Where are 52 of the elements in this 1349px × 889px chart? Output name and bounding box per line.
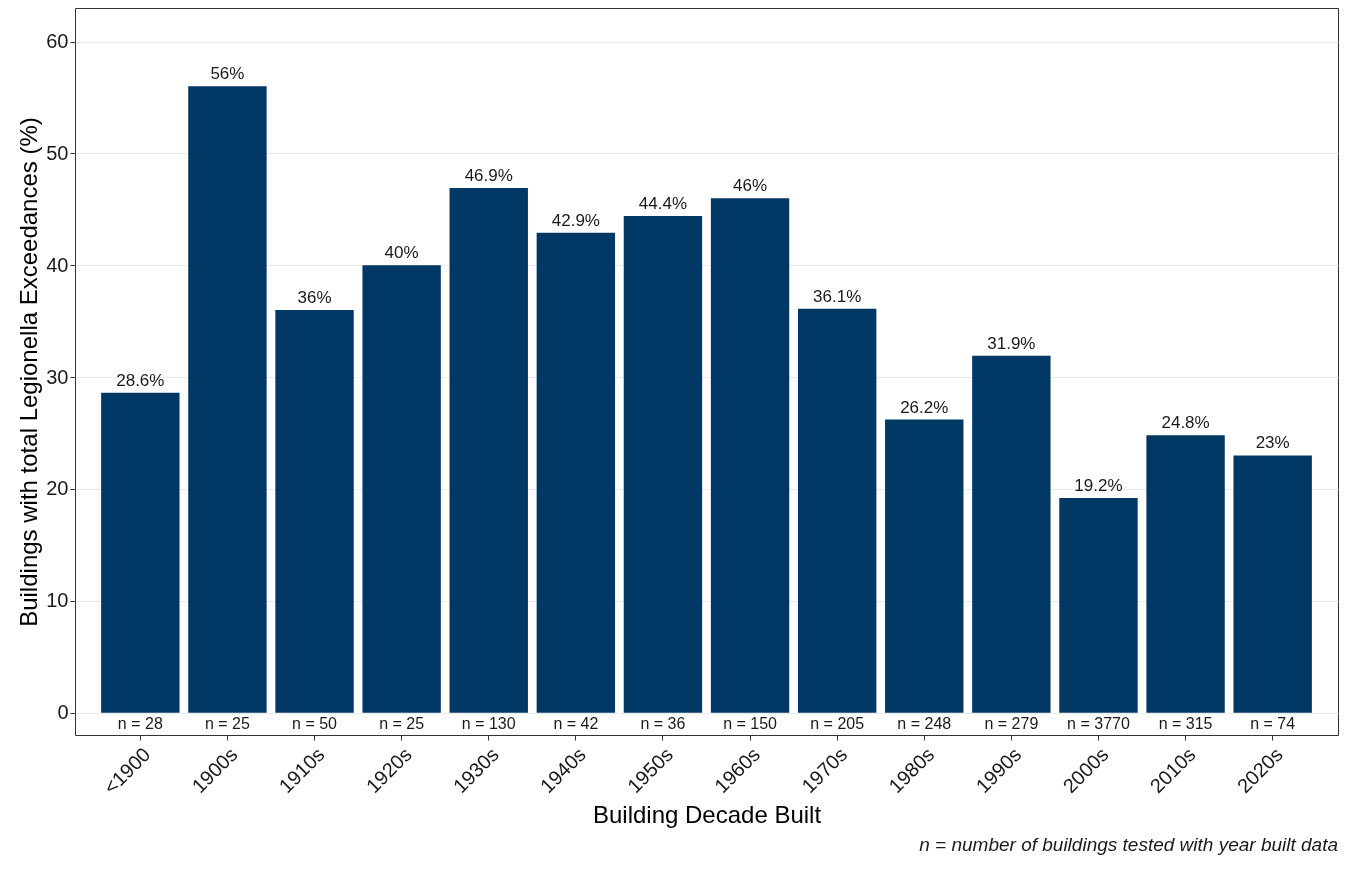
bar bbox=[623, 216, 703, 713]
bar bbox=[536, 232, 616, 713]
annotation: n = 248 bbox=[897, 714, 952, 732]
annotation: n = 74 bbox=[1250, 714, 1296, 732]
data-label: 36% bbox=[297, 287, 332, 307]
data-label: 28.6% bbox=[116, 370, 165, 390]
data-label: 31.9% bbox=[987, 333, 1036, 353]
bar bbox=[797, 308, 877, 713]
annotation: n = 25 bbox=[379, 714, 425, 732]
annotation: n = 205 bbox=[810, 714, 865, 732]
annotation: n = 25 bbox=[204, 714, 250, 732]
y-tick-label: 20 bbox=[46, 477, 69, 500]
bar bbox=[1146, 435, 1225, 713]
data-label: 40% bbox=[384, 243, 419, 263]
annotation: n = 28 bbox=[117, 714, 163, 732]
annotation: n = 36 bbox=[640, 714, 686, 732]
data-label: 26.2% bbox=[900, 397, 949, 417]
bar bbox=[1233, 455, 1312, 713]
annotation: n = 150 bbox=[723, 714, 778, 732]
data-label: 42.9% bbox=[551, 210, 600, 230]
y-tick-label: 0 bbox=[57, 701, 69, 724]
data-label: 23% bbox=[1255, 433, 1290, 453]
y-tick-label: 10 bbox=[46, 589, 69, 612]
bar bbox=[275, 309, 354, 713]
bar bbox=[449, 188, 528, 713]
data-label: 36.1% bbox=[813, 286, 862, 306]
bar bbox=[188, 86, 267, 713]
annotation: n = 50 bbox=[292, 714, 338, 732]
y-axis-title: Buildings with total Legionella Exceedances (%) bbox=[15, 117, 43, 627]
y-tick-label: 30 bbox=[46, 365, 69, 388]
bar bbox=[710, 198, 790, 713]
x-axis-title: Building Decade Built bbox=[592, 801, 822, 829]
annotation: n = 130 bbox=[461, 714, 516, 732]
data-label: 46.9% bbox=[464, 166, 513, 186]
data-label: 44.4% bbox=[638, 194, 688, 214]
y-tick-label: 60 bbox=[46, 30, 69, 53]
annotation: n = 42 bbox=[553, 714, 599, 732]
data-label: 24.8% bbox=[1161, 413, 1210, 433]
bar bbox=[885, 419, 964, 713]
y-tick-label: 40 bbox=[46, 253, 69, 276]
bar bbox=[362, 265, 441, 713]
bar bbox=[972, 355, 1051, 713]
annotation: n = 3770 bbox=[1067, 714, 1130, 732]
annotation: n = 315 bbox=[1158, 714, 1213, 732]
text: n = number of buildings tested with year built data bbox=[919, 833, 1338, 855]
bar bbox=[1059, 497, 1138, 713]
data-label: 46% bbox=[733, 176, 768, 196]
data-label: 56% bbox=[210, 64, 245, 84]
y-tick-label: 50 bbox=[46, 141, 69, 164]
bar bbox=[101, 392, 180, 713]
annotation: n = 279 bbox=[984, 714, 1039, 732]
data-label: 19.2% bbox=[1074, 475, 1123, 495]
